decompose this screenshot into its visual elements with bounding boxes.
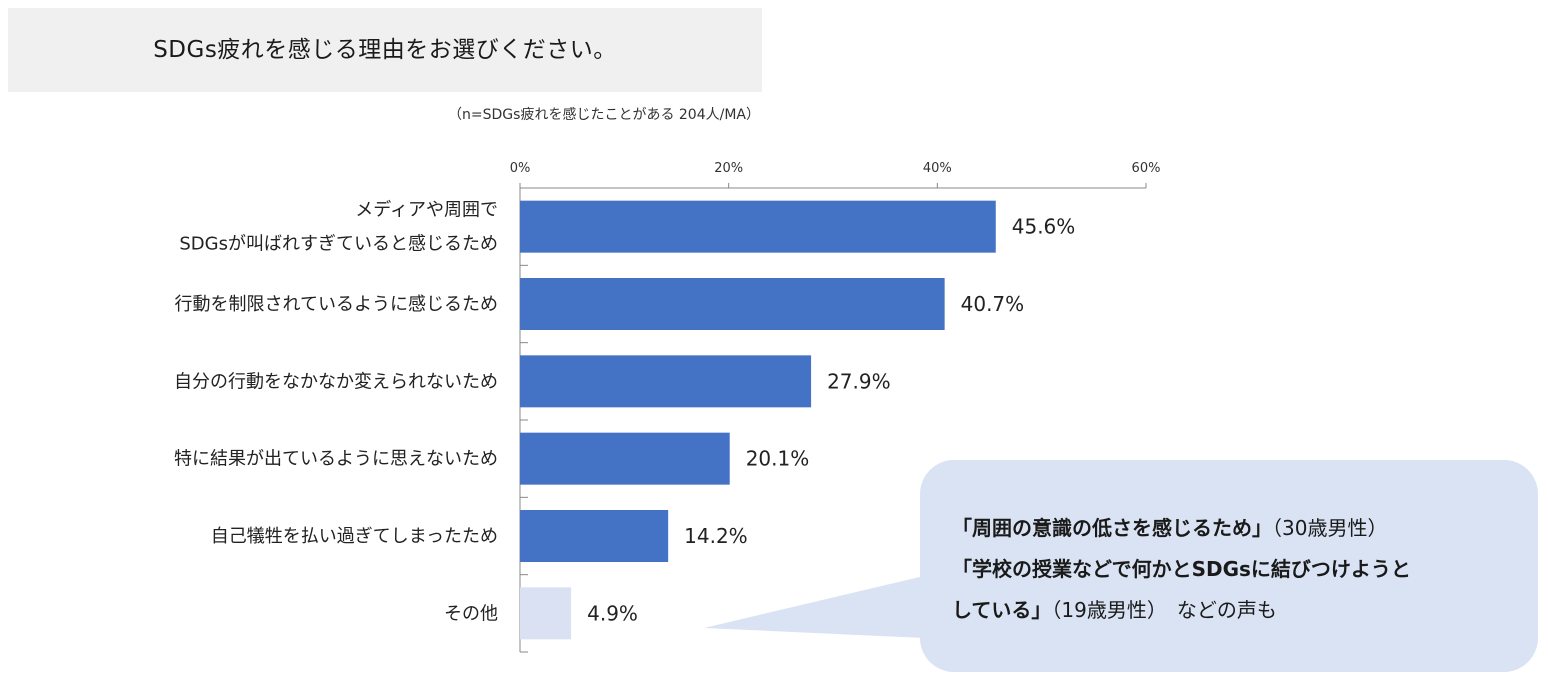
sample-note: （n=SDGs疲れを感じたことがある 204人/MA） xyxy=(448,107,760,123)
callout-quote-1: 「周囲の意識の低さを感じるため」 xyxy=(952,516,1272,540)
category-label: SDGsが叫ばれすぎていると感じるため xyxy=(179,234,498,255)
title-box: SDGs疲れを感じる理由をお選びください。 xyxy=(8,8,762,92)
bar-value-label: 14.2% xyxy=(684,524,748,548)
bar xyxy=(520,510,669,562)
callout-line-1: 「周囲の意識の低さを感じるため」（30歳男性） xyxy=(952,508,1512,549)
callout-line-3: している」（19歳男性） などの声も xyxy=(952,590,1512,631)
callout-attribution-2: （19歳男性） などの声も xyxy=(1051,598,1277,622)
callout-quote-2b: している」 xyxy=(952,598,1052,622)
category-label: 行動を制限されているように感じるため xyxy=(175,294,498,315)
callout-background xyxy=(920,460,1538,672)
bar-value-label: 20.1% xyxy=(746,447,810,471)
callout-attribution-1: （30歳男性） xyxy=(1272,516,1388,540)
value-tick-label: 20% xyxy=(714,161,743,176)
category-label: メディアや周囲で xyxy=(355,200,498,221)
callout-line-2: 「学校の授業などで何かとSDGsに結びつけようと xyxy=(952,549,1512,590)
category-label: 自分の行動をなかなか変えられないため xyxy=(174,371,498,392)
value-tick-label: 60% xyxy=(1132,161,1161,176)
chart-title: SDGs疲れを感じる理由をお選びください。 xyxy=(153,37,617,63)
callout-bubble xyxy=(704,460,1538,672)
bar-value-label: 4.9% xyxy=(587,601,638,625)
bar-value-label: 27.9% xyxy=(827,369,891,393)
bar xyxy=(520,278,945,330)
value-tick-label: 0% xyxy=(510,161,531,176)
category-label: 特に結果が出ているように思えないため xyxy=(174,449,498,470)
bar xyxy=(520,355,812,408)
category-label: その他 xyxy=(444,603,498,624)
callout-pointer xyxy=(704,576,924,638)
callout-quote-2a: 「学校の授業などで何かとSDGsに結びつけようと xyxy=(952,557,1411,581)
bar xyxy=(520,587,572,640)
callout-text: 「周囲の意識の低さを感じるため」（30歳男性） 「学校の授業などで何かとSDGs… xyxy=(952,508,1512,631)
bar xyxy=(520,200,996,253)
value-tick-label: 40% xyxy=(923,161,952,176)
bar xyxy=(520,432,730,485)
bar-value-label: 40.7% xyxy=(961,292,1025,316)
bar-value-label: 45.6% xyxy=(1012,215,1076,239)
category-label: 自己犠牲を払い過ぎてしまったため xyxy=(211,526,498,547)
